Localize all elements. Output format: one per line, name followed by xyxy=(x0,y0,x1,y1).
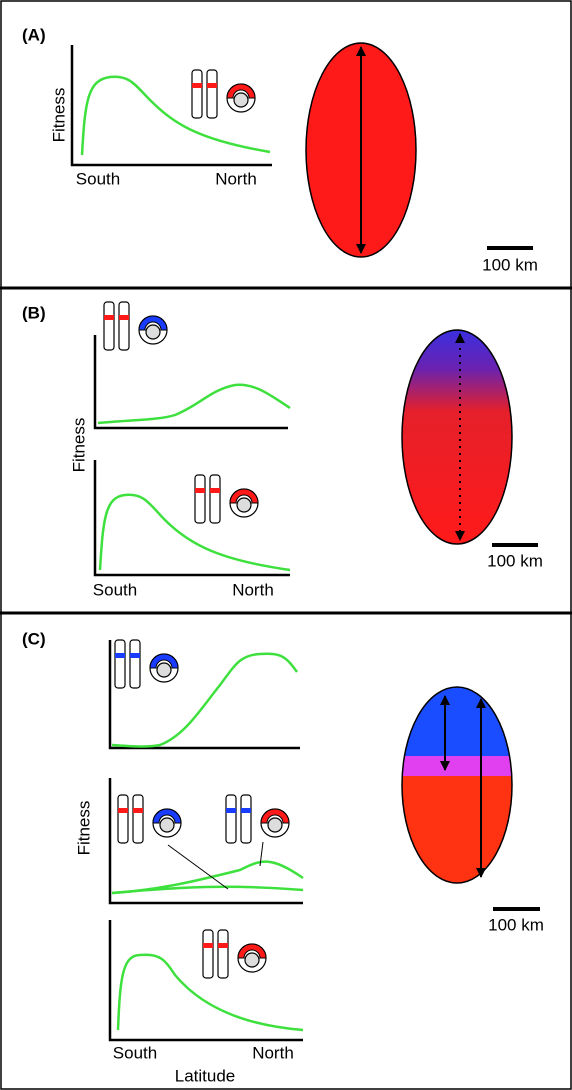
allele-band xyxy=(115,653,125,658)
axis xyxy=(108,640,300,750)
genotype-icon xyxy=(225,794,290,844)
cell-cap xyxy=(149,653,179,669)
scale-label: 100 km xyxy=(482,255,538,274)
allele-band xyxy=(207,83,217,88)
allele-band xyxy=(133,808,143,813)
fitness-curve xyxy=(97,383,291,425)
fitness-curve xyxy=(111,885,304,895)
red-zone xyxy=(402,776,512,883)
allele-band xyxy=(119,315,129,320)
range-fill xyxy=(402,687,512,883)
cell-cap xyxy=(138,315,168,331)
y-label: Fitness xyxy=(74,801,93,856)
pointer-line xyxy=(167,844,229,890)
range-ellipse xyxy=(401,686,513,884)
x-label: North xyxy=(215,169,257,188)
chromosome xyxy=(117,794,129,844)
range-ellipse xyxy=(401,329,513,545)
chromosome xyxy=(225,794,237,844)
y-label: Fitness xyxy=(49,88,68,143)
allele-band xyxy=(218,943,228,948)
cell-cap xyxy=(152,808,182,824)
nucleus xyxy=(236,497,252,513)
nucleus xyxy=(233,92,249,108)
nucleus xyxy=(244,952,260,968)
axis xyxy=(93,460,290,577)
panel-label: (B) xyxy=(22,303,46,322)
pointer-line xyxy=(259,841,264,867)
chromosome xyxy=(132,794,144,844)
genotype-icon xyxy=(117,794,182,844)
genotype-icon xyxy=(114,639,179,689)
allele-band xyxy=(192,83,202,88)
chromosome xyxy=(209,474,221,524)
axis xyxy=(108,778,303,905)
fitness-curve xyxy=(116,953,304,1032)
chromosome xyxy=(194,474,206,524)
axis xyxy=(108,920,303,1042)
allele-band xyxy=(130,653,140,658)
chromosome xyxy=(206,69,218,119)
x-title: Latitude xyxy=(175,1066,236,1085)
nucleus xyxy=(159,817,175,833)
allele-band xyxy=(241,808,251,813)
x-label: North xyxy=(232,580,274,599)
fitness-curve xyxy=(80,75,271,156)
genotype-icon xyxy=(191,69,256,119)
y-label: Fitness xyxy=(69,418,88,473)
cell-cap xyxy=(226,83,256,99)
chromosome xyxy=(118,301,130,351)
chromosome xyxy=(240,794,252,844)
scale-label: 100 km xyxy=(487,551,543,570)
allele-band xyxy=(203,943,213,948)
chromosome xyxy=(191,69,203,119)
chromosome xyxy=(217,929,229,979)
panel-label: (A) xyxy=(22,25,46,44)
allele-band xyxy=(210,488,220,493)
allele-band xyxy=(104,315,114,320)
genotype-icon xyxy=(103,301,168,351)
cell-cap xyxy=(237,943,267,959)
axis xyxy=(70,45,272,167)
x-label: South xyxy=(113,1043,157,1062)
chromosome xyxy=(129,639,141,689)
scale-label: 100 km xyxy=(488,915,544,934)
cell-cap xyxy=(229,488,259,504)
nucleus xyxy=(145,324,161,340)
axis xyxy=(93,335,288,430)
x-label: North xyxy=(252,1043,294,1062)
nucleus xyxy=(267,817,283,833)
chromosome xyxy=(103,301,115,351)
chromosome xyxy=(202,929,214,979)
nucleus xyxy=(156,662,172,678)
x-label: South xyxy=(93,580,137,599)
x-label: South xyxy=(76,169,120,188)
panel-label: (C) xyxy=(22,629,46,648)
hybrid-zone xyxy=(402,756,512,776)
allele-band xyxy=(195,488,205,493)
genotype-icon xyxy=(202,929,267,979)
chromosome xyxy=(114,639,126,689)
cell-cap xyxy=(260,808,290,824)
allele-band xyxy=(226,808,236,813)
fitness-curve xyxy=(98,493,291,572)
allele-band xyxy=(118,808,128,813)
fitness-curve xyxy=(111,652,299,748)
genotype-icon xyxy=(194,474,259,524)
